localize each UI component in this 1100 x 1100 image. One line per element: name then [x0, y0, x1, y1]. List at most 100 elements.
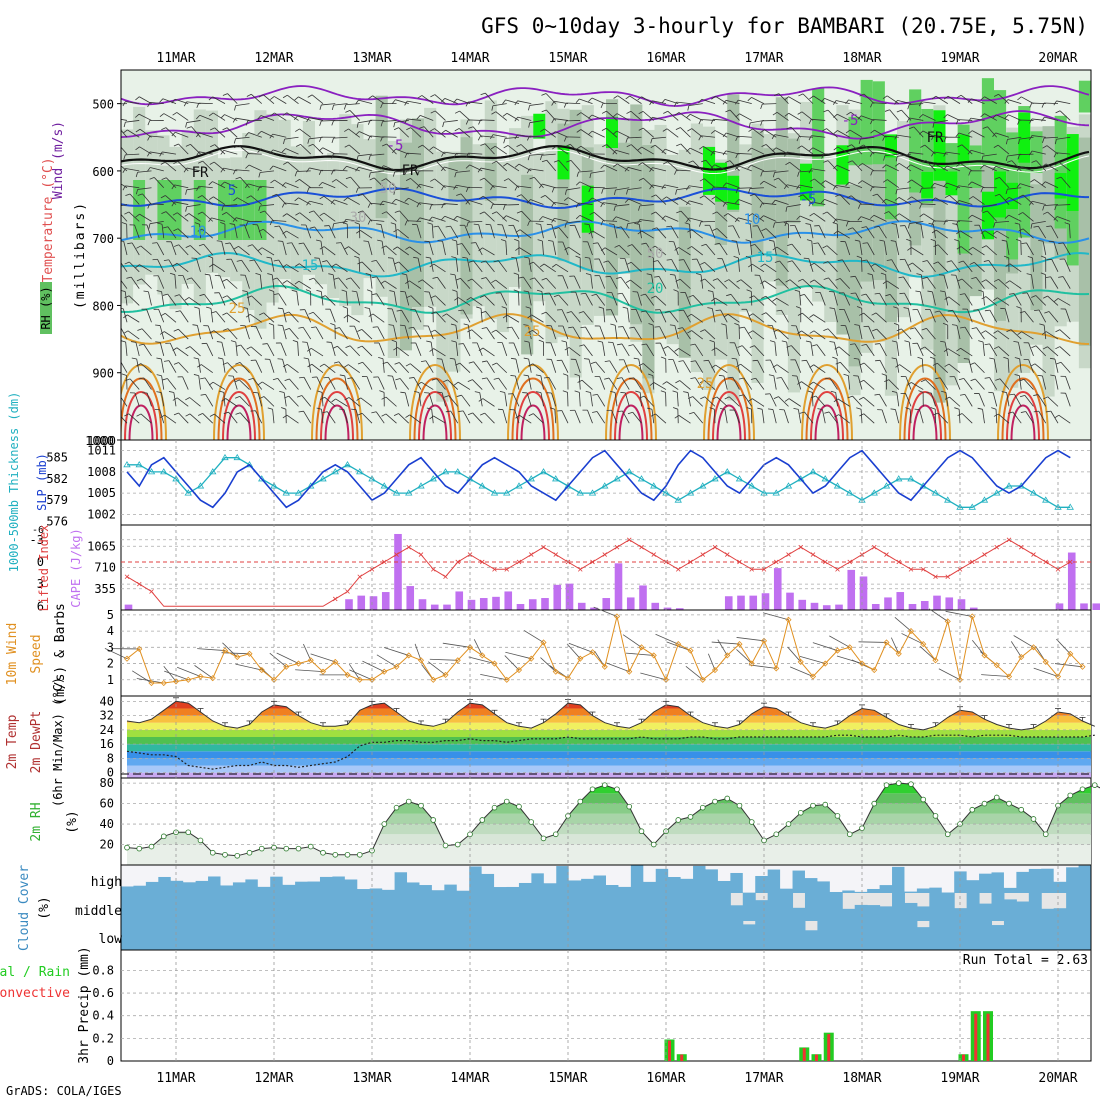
wind-barb — [541, 291, 544, 306]
cloud-cell-low — [332, 921, 346, 950]
wind-barb — [801, 145, 814, 155]
wind-barb — [361, 412, 373, 424]
wind-barb — [863, 379, 875, 390]
wind-barb — [939, 310, 949, 323]
wind-barb-flag — [959, 394, 966, 396]
wind10-marker — [1079, 663, 1086, 670]
wind-barb-flag — [195, 132, 200, 138]
wind-barb — [937, 261, 949, 273]
wind-barb — [925, 379, 936, 390]
wind-barb-flag — [368, 155, 371, 161]
wind-barb — [725, 150, 740, 155]
wind-barb — [385, 413, 397, 424]
wind-barb-flag — [371, 293, 377, 296]
wind-barb — [837, 146, 850, 155]
wind-barb-flag — [1056, 361, 1062, 365]
wind-barb-flag — [604, 360, 610, 363]
wind-barb-flag — [538, 339, 544, 343]
rh-cell — [533, 152, 546, 302]
cloud-cell-high — [481, 873, 495, 893]
wind-barb-flag — [232, 117, 237, 123]
wind-barb — [909, 409, 912, 424]
wind-barb-flag — [710, 186, 714, 192]
wind-barb — [392, 258, 397, 272]
wind-barb-flag — [298, 326, 304, 329]
wind-barb-flag — [503, 138, 506, 144]
precip-bar-convective — [962, 1054, 965, 1061]
wind-barb — [737, 187, 752, 189]
wind-barb-flag — [131, 357, 137, 360]
wind-barb — [298, 96, 311, 104]
wind-barb-flag — [1017, 119, 1020, 125]
wind-barb-flag — [244, 132, 249, 137]
wind-barb — [139, 213, 152, 222]
wind-barb — [982, 409, 985, 424]
wind-barb-flag — [1004, 114, 1009, 119]
wind-barb — [1056, 204, 1071, 206]
wind-barb-flag — [445, 225, 451, 228]
wind-barb-flag — [294, 96, 299, 101]
wind-barb-flag — [450, 273, 456, 276]
wind-barb-flag — [430, 110, 436, 114]
wind-barb — [639, 392, 642, 407]
cloud-cell-middle — [195, 893, 209, 921]
wind10-marker — [969, 613, 976, 620]
wind10-marker — [234, 653, 241, 661]
cape-bar — [590, 607, 598, 610]
wind-barb-flag — [357, 261, 363, 265]
wind-barb-flag — [893, 322, 899, 326]
rh2m-marker — [810, 802, 816, 809]
wind-barb-flag — [661, 148, 666, 154]
wind-barb — [862, 180, 875, 189]
wind-barb — [711, 308, 716, 323]
wind-barb — [658, 276, 667, 289]
wind-barb-flag — [715, 309, 721, 312]
wind-barb — [469, 164, 483, 172]
wind-barb-flag — [394, 362, 400, 365]
wind-barb — [1059, 110, 1071, 121]
wind-barb — [136, 358, 140, 373]
wind-barb-flag — [283, 161, 288, 165]
wind-barb-flag — [478, 398, 484, 402]
wind-barb-flag — [258, 228, 264, 232]
wind-barb — [713, 118, 728, 121]
wind-barb — [799, 215, 814, 222]
wind-barb-flag — [993, 413, 999, 417]
wind-barb — [188, 213, 201, 222]
rh2m-marker — [895, 780, 902, 786]
cloud-cell-low — [655, 921, 669, 950]
wind-barb-flag — [969, 362, 975, 366]
wind-barb-flag — [1014, 357, 1020, 360]
wind-barb — [659, 309, 667, 323]
lifted-index-marker — [712, 544, 718, 550]
wind-barb — [562, 275, 569, 289]
wind-barb-flag — [856, 306, 862, 309]
wind-barb — [282, 325, 287, 340]
wind-barb-flag — [156, 391, 162, 393]
wind-barb — [921, 101, 936, 105]
wind-barb-flag — [930, 407, 936, 410]
wind-barb-flag — [502, 215, 507, 220]
wind-barb — [736, 241, 740, 256]
cloud-cell-high — [630, 865, 644, 893]
wind-barb-flag — [1001, 391, 1007, 393]
wind-barb-flag — [208, 181, 213, 186]
wind-barb — [860, 216, 875, 222]
wind-barb-flag — [527, 220, 530, 226]
wind-barb-flag — [843, 373, 849, 377]
wind-barb — [704, 396, 716, 407]
cloud-cell-high — [257, 886, 271, 893]
wind-barb — [176, 112, 189, 121]
wind-barb-flag — [1054, 139, 1057, 145]
wind-barb-flag — [783, 184, 788, 190]
rh2m-marker — [1030, 816, 1037, 822]
rh-legend-swatch — [40, 282, 52, 334]
wind-barb-flag — [930, 238, 936, 242]
wind-barb-flag — [457, 243, 463, 246]
wind-barb — [579, 181, 593, 189]
wind-barb — [407, 169, 422, 172]
wind-barb-flag — [377, 239, 383, 242]
wind-barb — [851, 144, 863, 155]
wind-barb-flag — [617, 292, 623, 295]
